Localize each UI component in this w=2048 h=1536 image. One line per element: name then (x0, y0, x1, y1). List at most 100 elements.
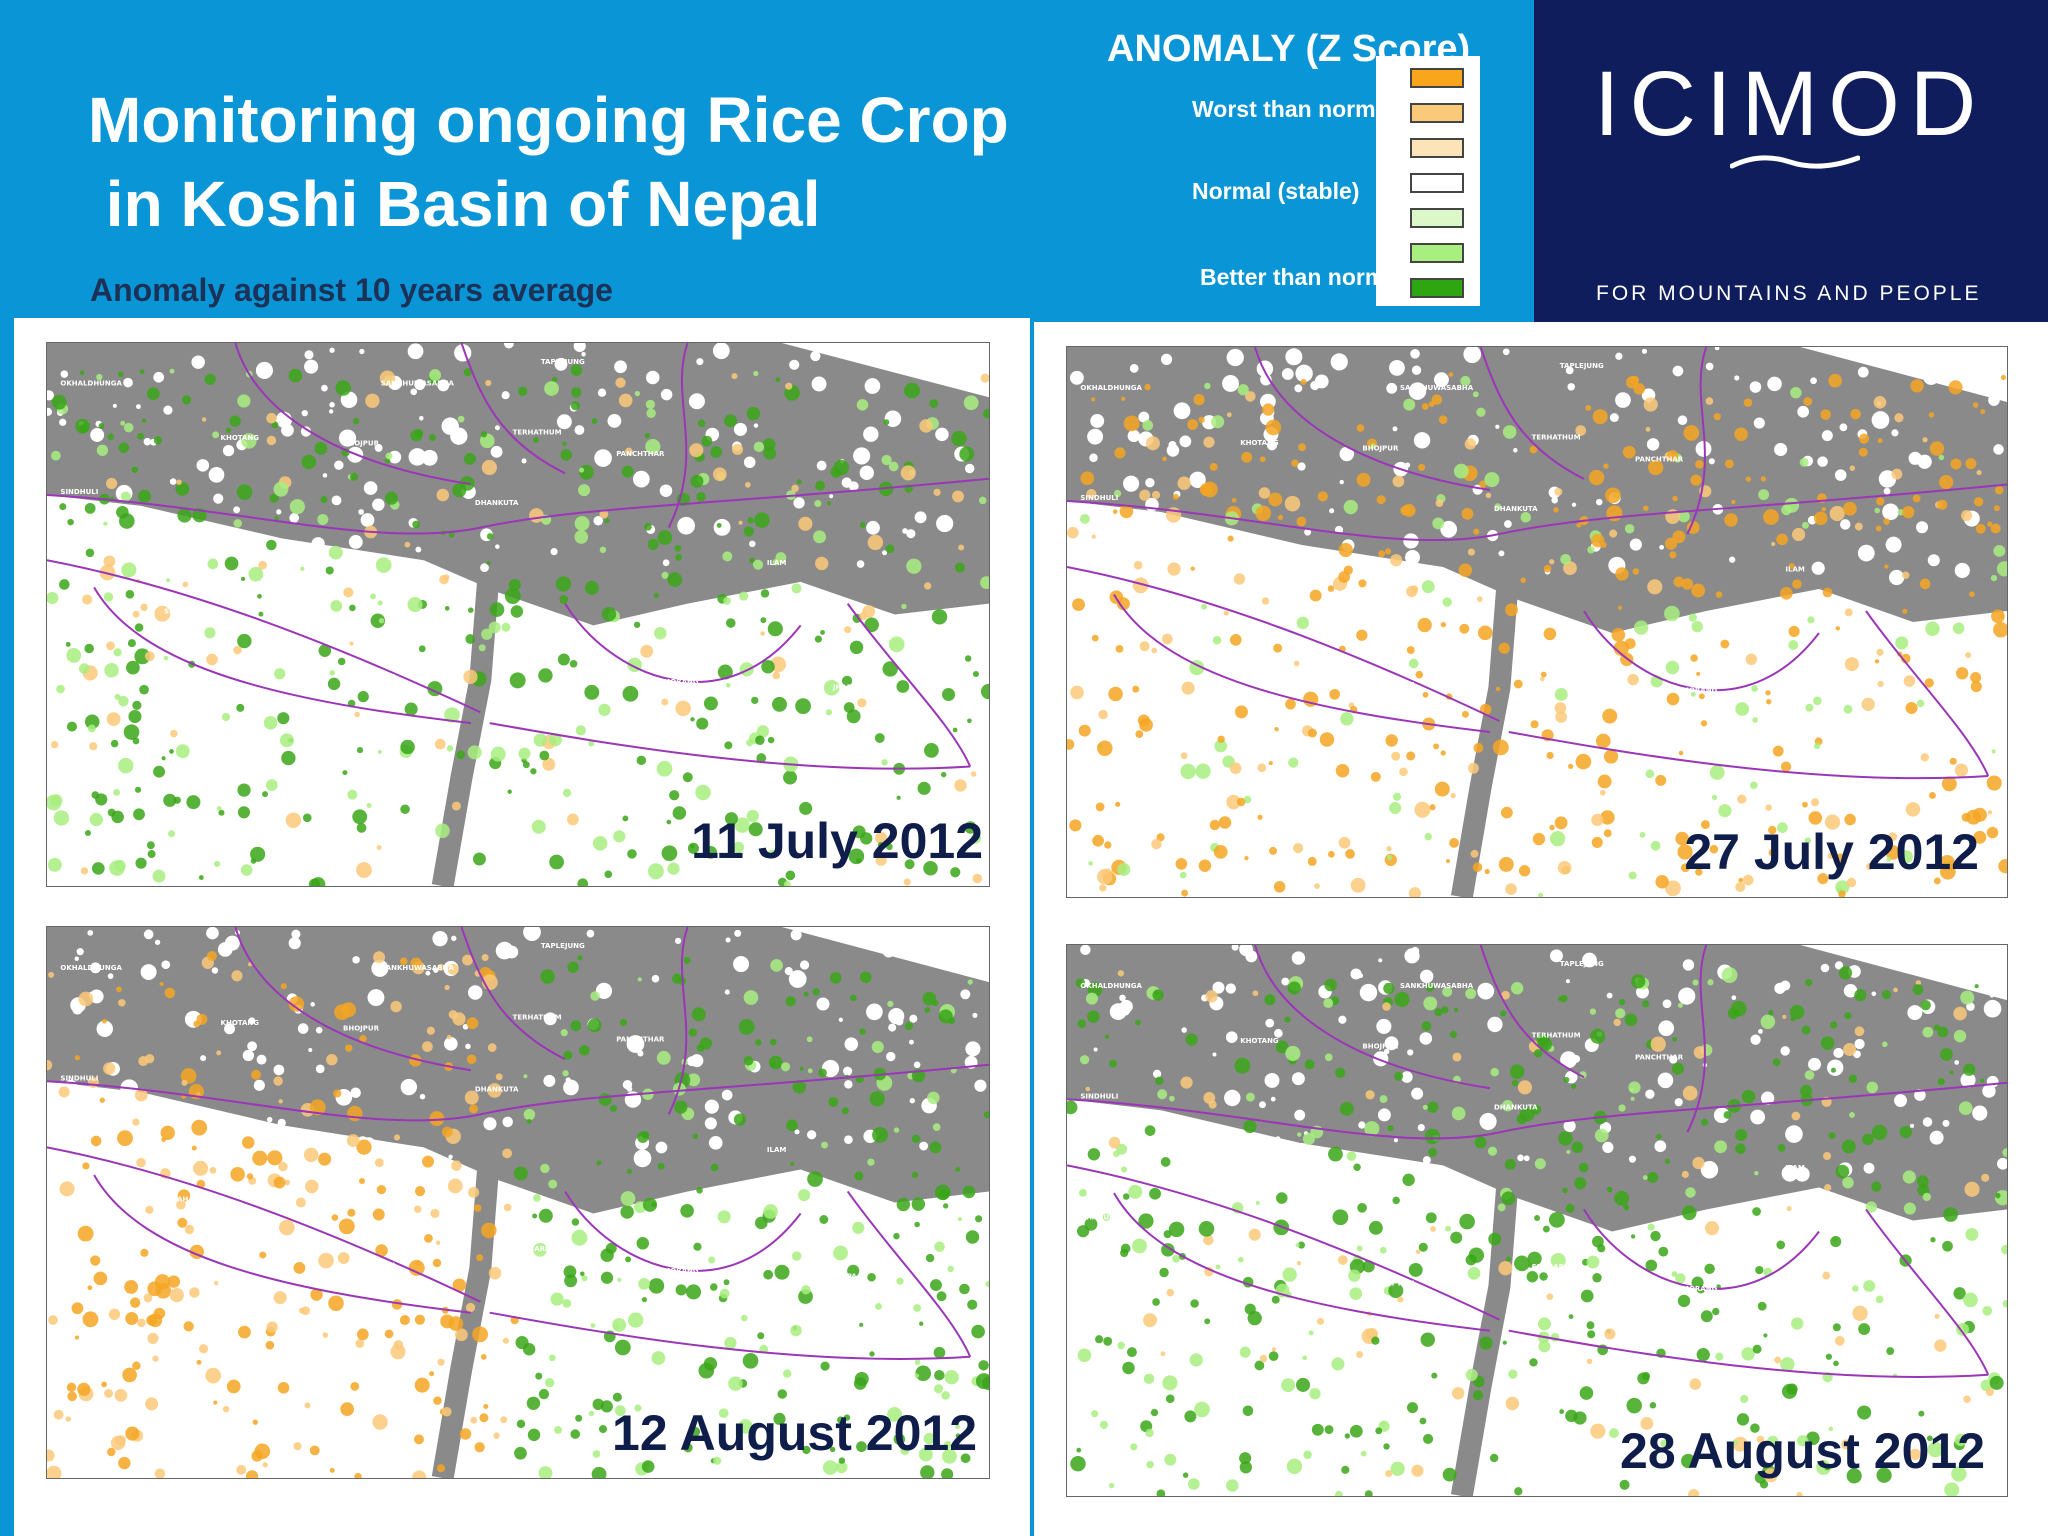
anomaly-speckle (1364, 1121, 1380, 1137)
anomaly-speckle (374, 1158, 384, 1167)
anomaly-speckle (1422, 1433, 1434, 1444)
anomaly-speckle (447, 963, 459, 975)
anomaly-speckle (356, 862, 372, 878)
anomaly-speckle (1910, 379, 1924, 393)
cloud-speckle (829, 494, 834, 499)
district-label: KHOTANG (221, 434, 260, 442)
anomaly-speckle (1628, 1081, 1641, 1094)
anomaly-speckle (1505, 883, 1517, 895)
anomaly-speckle (1357, 1202, 1367, 1213)
anomaly-speckle (153, 436, 163, 445)
anomaly-speckle (967, 1299, 978, 1310)
anomaly-speckle (113, 859, 126, 872)
anomaly-speckle (1203, 436, 1215, 448)
cloud-speckle (1067, 509, 1084, 526)
cloud-speckle (556, 414, 572, 430)
anomaly-speckle (1546, 751, 1554, 760)
anomaly-speckle (559, 595, 569, 604)
anomaly-speckle (601, 607, 617, 622)
anomaly-speckle (1554, 702, 1567, 714)
anomaly-speckle (1297, 1132, 1302, 1137)
anomaly-speckle (1968, 591, 1975, 598)
anomaly-speckle (1302, 1355, 1307, 1361)
anomaly-speckle (859, 1028, 866, 1035)
anomaly-speckle (1838, 890, 1846, 897)
cloud-speckle (1797, 405, 1810, 418)
anomaly-speckle (1790, 386, 1802, 399)
cloud-speckle (1834, 469, 1847, 481)
cloud-speckle (315, 1064, 325, 1074)
anomaly-speckle (1934, 1339, 1947, 1352)
anomaly-speckle (1076, 1447, 1082, 1453)
anomaly-speckle (1181, 681, 1195, 695)
anomaly-speckle (515, 1336, 529, 1350)
anomaly-speckle (1099, 884, 1107, 892)
anomaly-speckle (1281, 1378, 1296, 1393)
anomaly-speckle (1339, 1101, 1354, 1116)
anomaly-speckle (904, 859, 915, 870)
anomaly-speckle (1920, 1000, 1931, 1011)
anomaly-speckle (1185, 1033, 1198, 1046)
district-label: DHANKUTA (1494, 505, 1538, 513)
anomaly-speckle (612, 1318, 627, 1332)
anomaly-speckle (153, 765, 166, 778)
anomaly-speckle (1117, 1341, 1125, 1350)
anomaly-speckle (1587, 1330, 1596, 1339)
anomaly-speckle (1402, 1173, 1415, 1187)
anomaly-speckle (66, 721, 78, 732)
anomaly-speckle (240, 864, 253, 876)
cloud-speckle (799, 960, 810, 970)
anomaly-speckle (1476, 407, 1486, 417)
anomaly-speckle (377, 600, 383, 606)
anomaly-speckle (1707, 979, 1714, 986)
anomaly-speckle (1961, 509, 1973, 522)
anomaly-speckle (218, 809, 225, 816)
cloud-speckle (543, 1012, 557, 1026)
legend-better-label: Better than normal (1200, 264, 1405, 290)
anomaly-speckle (1883, 518, 1890, 525)
anomaly-speckle (612, 1392, 622, 1402)
anomaly-speckle (538, 1208, 553, 1223)
anomaly-speckle (226, 1379, 241, 1394)
anomaly-speckle (813, 530, 827, 544)
anomaly-speckle (1846, 1468, 1862, 1484)
anomaly-speckle (1804, 1070, 1815, 1080)
anomaly-speckle (1664, 1158, 1671, 1165)
anomaly-speckle (1139, 718, 1153, 732)
anomaly-speckle (1987, 521, 1993, 527)
anomaly-speckle (422, 1041, 433, 1052)
anomaly-speckle (1215, 1264, 1221, 1270)
anomaly-speckle (790, 1161, 795, 1166)
anomaly-speckle (370, 613, 386, 629)
anomaly-speckle (1792, 527, 1806, 542)
anomaly-speckle (1540, 676, 1545, 682)
anomaly-speckle (1565, 1409, 1578, 1423)
cloud-speckle (1708, 458, 1715, 465)
anomaly-speckle (1375, 1427, 1383, 1435)
anomaly-speckle (132, 610, 140, 618)
anomaly-speckle (823, 680, 840, 696)
anomaly-speckle (263, 716, 278, 730)
cloud-speckle (311, 537, 325, 551)
cloud-speckle (256, 1054, 267, 1065)
anomaly-speckle (1078, 1188, 1087, 1197)
anomaly-speckle (1138, 1213, 1154, 1229)
anomaly-speckle (1948, 380, 1963, 395)
anomaly-speckle (1751, 685, 1758, 692)
cloud-speckle (72, 1004, 83, 1015)
anomaly-speckle (854, 1171, 864, 1181)
cloud-speckle (153, 371, 165, 383)
anomaly-speckle (644, 522, 652, 531)
anomaly-speckle (1476, 596, 1483, 603)
anomaly-speckle (1392, 475, 1405, 488)
anomaly-speckle (1309, 1388, 1321, 1400)
district-label: TERHATHUM (513, 428, 562, 436)
district-boundary (47, 477, 989, 535)
cloud-speckle (1158, 1140, 1165, 1146)
anomaly-speckle (1677, 1294, 1691, 1308)
anomaly-speckle (599, 509, 609, 519)
anomaly-speckle (1142, 420, 1154, 431)
anomaly-speckle (548, 1354, 556, 1362)
anomaly-speckle (154, 605, 171, 622)
cloud-speckle (523, 927, 541, 942)
